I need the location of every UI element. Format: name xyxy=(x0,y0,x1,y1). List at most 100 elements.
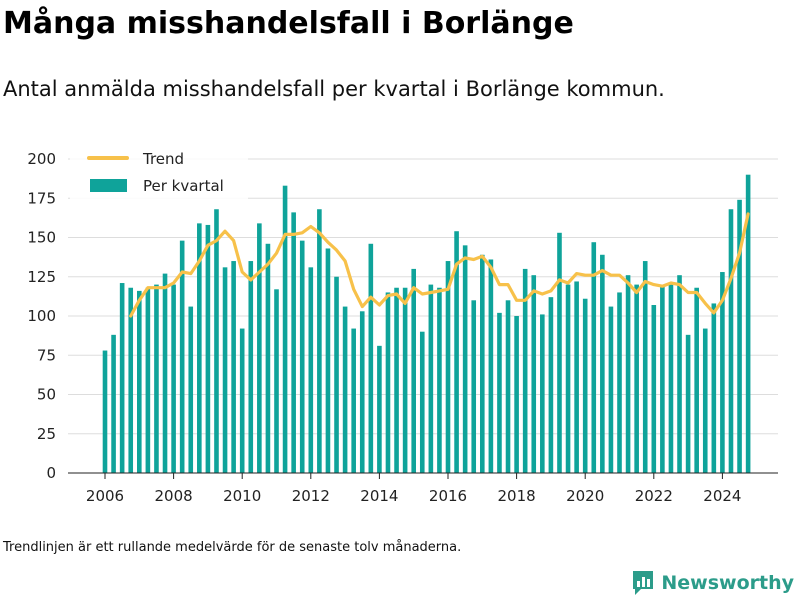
bar xyxy=(454,231,459,473)
bar xyxy=(711,303,717,473)
chart-title: Många misshandelsfall i Borlänge xyxy=(3,6,574,41)
x-tick-label: 2010 xyxy=(223,487,261,505)
bar xyxy=(325,248,331,473)
bar xyxy=(497,312,502,473)
bar xyxy=(419,331,425,473)
bar-series xyxy=(102,174,751,474)
bar xyxy=(677,275,682,473)
bar xyxy=(668,284,674,473)
bar xyxy=(137,290,142,473)
y-tick-label: 50 xyxy=(37,386,56,404)
bar xyxy=(574,281,579,473)
x-tick-label: 2006 xyxy=(86,487,124,505)
bar xyxy=(291,212,296,473)
bar xyxy=(685,334,691,473)
bar xyxy=(359,311,365,473)
bar xyxy=(368,243,374,473)
bar xyxy=(582,298,588,473)
bar xyxy=(591,242,597,473)
bar xyxy=(522,268,528,473)
bar xyxy=(540,314,545,473)
trend-line xyxy=(129,212,750,318)
bar xyxy=(377,345,382,473)
bar xyxy=(428,284,434,473)
x-tick-label: 2016 xyxy=(429,487,467,505)
bar xyxy=(385,292,391,473)
brand-name: Newsworthy xyxy=(661,572,794,594)
bar xyxy=(231,261,236,473)
newsworthy-logo-icon xyxy=(633,571,654,595)
bar xyxy=(171,284,176,473)
bar xyxy=(197,223,202,473)
bar xyxy=(351,328,356,473)
bar xyxy=(317,209,322,474)
bar xyxy=(145,287,151,473)
bar xyxy=(488,259,494,473)
bar xyxy=(557,232,562,473)
bar xyxy=(119,283,125,473)
bar xyxy=(274,289,279,473)
y-tick-label: 25 xyxy=(37,425,56,443)
bar xyxy=(265,243,271,473)
legend: Trend Per kvartal xyxy=(70,145,248,203)
x-tick-label: 2022 xyxy=(635,487,673,505)
bar xyxy=(471,300,477,473)
x-tick-label: 2012 xyxy=(292,487,330,505)
bar xyxy=(642,261,648,473)
axes: 0 25 50 75 100 125 150 175 200 2006 2008 2010 2012 20… xyxy=(27,150,778,505)
bar xyxy=(737,199,742,473)
bar xyxy=(342,306,348,473)
bar xyxy=(162,273,168,473)
y-tick-label: 100 xyxy=(27,307,56,325)
bar xyxy=(514,316,519,473)
bar xyxy=(651,305,657,473)
bar xyxy=(625,275,631,473)
y-tick-label: 150 xyxy=(27,229,56,247)
x-tick-label: 2014 xyxy=(360,487,398,505)
bar xyxy=(694,287,699,473)
chart-subtitle: Antal anmälda misshandelsfall per kvarta… xyxy=(3,77,665,101)
bar xyxy=(411,268,416,473)
x-tick-label: 2018 xyxy=(498,487,536,505)
x-tick-label: 2020 xyxy=(566,487,604,505)
bar xyxy=(299,240,305,473)
bar xyxy=(660,284,665,473)
bar xyxy=(308,267,314,473)
bar xyxy=(720,272,725,473)
bar xyxy=(257,223,262,473)
y-tick-label: 175 xyxy=(27,189,56,207)
y-tick-label: 0 xyxy=(46,464,56,482)
bar xyxy=(548,297,554,473)
bar xyxy=(745,174,751,473)
bar xyxy=(239,328,245,473)
bar xyxy=(282,185,288,473)
bar xyxy=(179,240,185,473)
bar xyxy=(702,328,708,473)
trend-series xyxy=(129,212,750,318)
bar xyxy=(394,287,399,473)
bar xyxy=(600,254,605,473)
legend-bar-swatch xyxy=(90,179,127,192)
bar xyxy=(462,245,468,473)
y-tick-label: 200 xyxy=(27,150,56,168)
bar xyxy=(480,254,485,473)
y-tick-label: 75 xyxy=(37,346,56,364)
bar xyxy=(445,261,451,473)
bar xyxy=(111,334,116,473)
bar xyxy=(102,350,108,473)
x-tick-label: 2008 xyxy=(155,487,193,505)
bar xyxy=(214,209,219,474)
bar xyxy=(531,275,537,473)
footnote: Trendlinjen är ett rullande medelvärde f… xyxy=(3,540,462,555)
bar xyxy=(248,261,254,473)
bar xyxy=(505,300,511,473)
bar xyxy=(608,306,614,473)
bar xyxy=(617,292,622,473)
bar xyxy=(188,306,194,473)
x-tick-label: 2024 xyxy=(703,487,741,505)
y-tick-label: 125 xyxy=(27,268,56,286)
bar xyxy=(437,287,442,473)
legend-bar-label: Per kvartal xyxy=(143,177,224,195)
bar xyxy=(222,267,228,473)
bar xyxy=(565,284,571,473)
